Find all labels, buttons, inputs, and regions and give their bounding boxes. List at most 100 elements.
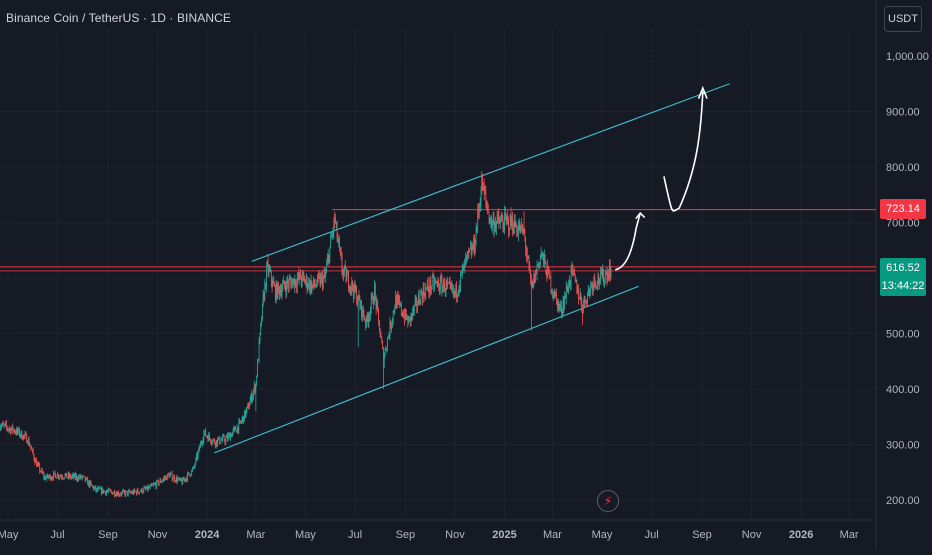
candle-body [279,288,280,295]
candle-body [199,447,200,448]
x-tick-label: May [0,529,19,541]
candle-body [291,282,292,288]
candle-body [135,492,136,493]
candle-body [19,429,20,436]
candle-body [244,410,245,421]
candle-body [152,485,153,486]
candle-body [585,301,586,303]
candle-body [176,477,177,481]
candle-body [207,436,208,437]
candle-body [444,281,445,292]
candle-body [187,473,188,480]
candle-body [213,439,214,440]
candle-body [505,213,506,216]
currency-button[interactable]: USDT [884,6,922,32]
candle-body [355,289,356,290]
candle-body [262,303,263,321]
candle-body [281,290,282,295]
candle-body [309,281,310,290]
candle-body [522,224,523,232]
candle-body [515,218,516,227]
candle-body [182,481,183,484]
candle-body [151,484,152,485]
candle-body [138,489,139,492]
candle-body [259,341,260,360]
candle-body [40,471,41,472]
candle-body [209,435,210,439]
candle-body [416,299,417,307]
candle-body [138,492,139,493]
candle-body [104,491,105,493]
candle-body [520,226,521,233]
candle-body [0,427,1,428]
candle-body [31,448,32,449]
candle-body [288,284,289,287]
candle-body [39,465,40,471]
candle-body [57,474,58,477]
candle-body [563,302,564,311]
candle-body [392,320,393,324]
candle-body [13,426,14,431]
candle-body [255,385,256,391]
candle-body [580,295,581,299]
candle-body [73,474,74,475]
candle-body [417,305,418,307]
candle-body [339,240,340,247]
candle-body [242,419,243,422]
candle-body [236,431,237,433]
candle-body [76,476,77,479]
candle-body [90,482,91,486]
candle-body [274,284,275,286]
candle-body [170,474,171,475]
candle-body [16,432,17,433]
candle-body [162,481,163,482]
candle-body [372,295,373,297]
lightning-icon[interactable]: ⚡ [597,490,619,512]
candle-body [379,320,380,332]
candle-body [539,262,540,265]
candle-body [8,429,9,430]
candle-body [36,460,37,467]
candle-body [333,232,334,233]
candle-body [364,319,365,320]
candle-body [308,287,309,289]
candle-body [26,434,27,442]
candle-body [17,429,18,434]
candle-body [4,424,5,425]
candle-body [360,301,361,307]
candle-body [321,277,322,285]
candle-body [477,210,478,228]
candle-body [404,314,405,320]
candle-body [69,475,70,477]
candle-body [406,310,407,319]
candle-body [400,303,401,305]
candle-body [34,454,35,459]
candle-body [601,271,602,273]
candle-body [232,433,233,437]
x-tick-label: Sep [396,529,416,541]
candle-body [593,285,594,291]
candle-body [143,492,144,493]
candle-body [168,474,169,475]
candle-body [134,490,135,492]
channel-upper-line [252,84,730,262]
candle-body [192,469,193,470]
candle-body [412,309,413,316]
candle-body [507,217,508,218]
candle-body [254,385,255,391]
candle-body [325,272,326,277]
candle-body [433,277,434,278]
candle-body [557,299,558,309]
candle-body [71,477,72,478]
candle-body [147,486,148,489]
candle-body [301,279,302,282]
candle-body [46,477,47,479]
candle-body [44,477,45,478]
candle-body [525,239,526,250]
candle-body [37,464,38,467]
candle-body [327,259,328,265]
candle-body [405,310,406,320]
candle-body [567,287,568,290]
